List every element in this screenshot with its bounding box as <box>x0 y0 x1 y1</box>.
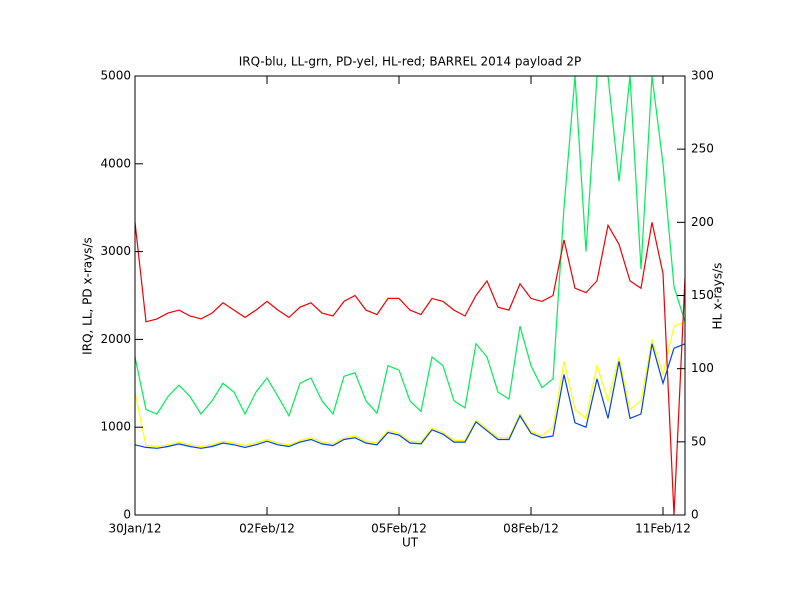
x-tick-label: 11Feb/12 <box>635 522 691 536</box>
y2-tick-label: 300 <box>691 69 714 83</box>
y2-tick-label: 250 <box>691 142 714 156</box>
y2-tick-label: 200 <box>691 215 714 229</box>
series-line <box>135 343 685 449</box>
y-tick-label: 0 <box>123 508 131 522</box>
x-axis-label: UT <box>402 536 419 550</box>
x-tick-label: 30Jan/12 <box>108 522 161 536</box>
x-tick-label: 05Feb/12 <box>371 522 427 536</box>
y-tick-label: 2000 <box>100 332 131 346</box>
series-line <box>135 222 685 515</box>
series-line <box>135 321 685 448</box>
y-tick-label: 4000 <box>100 156 131 170</box>
plot-area <box>135 76 685 515</box>
axes-frame <box>134 75 686 516</box>
y-tick-label: 5000 <box>100 69 131 83</box>
y-axis-label: IRQ, LL, PD x-rays/s <box>81 237 95 355</box>
series-line <box>135 76 685 418</box>
x-tick-label: 08Feb/12 <box>503 522 559 536</box>
y2-tick-label: 0 <box>691 508 699 522</box>
y2-tick-label: 100 <box>691 361 714 375</box>
y2-tick-label: 50 <box>691 434 706 448</box>
chart-title: IRQ-blu, LL-grn, PD-yel, HL-red; BARREL … <box>239 55 582 69</box>
x-tick-label: 02Feb/12 <box>239 522 295 536</box>
y-tick-label: 1000 <box>100 420 131 434</box>
y-tick-label: 3000 <box>100 244 131 258</box>
y2-tick-label: 150 <box>691 288 714 302</box>
y2-axis-label: HL x-rays/s <box>711 263 725 330</box>
